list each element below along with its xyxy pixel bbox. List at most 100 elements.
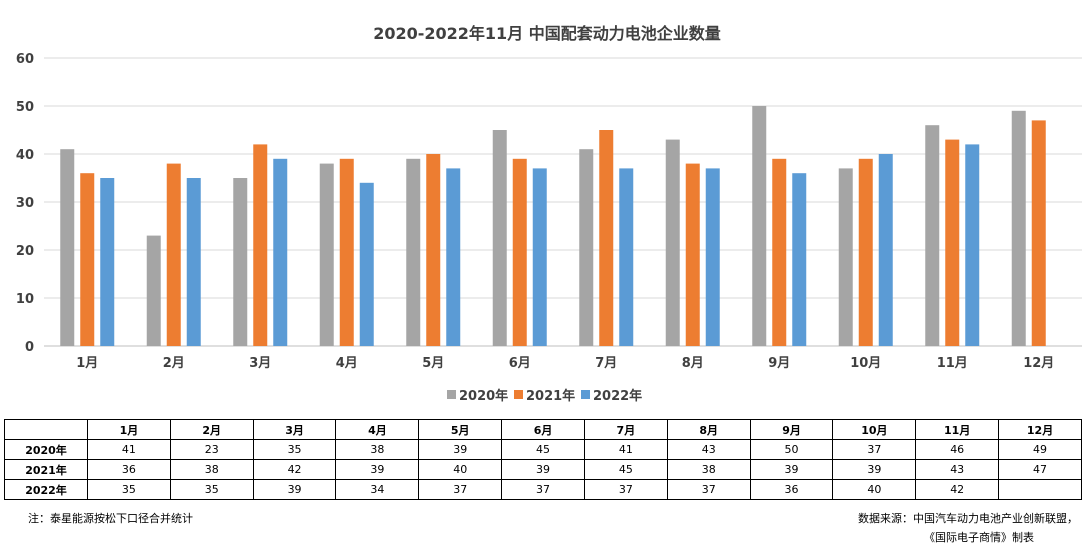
table-cell: 37 <box>666 479 751 500</box>
table-cell: 47 <box>998 459 1082 480</box>
bar-2022年-7月 <box>619 168 634 346</box>
legend: 2020年 2021年 2022年 <box>447 388 642 404</box>
table-row-header: 2022年 <box>4 479 88 500</box>
bar-2022年-5月 <box>446 168 461 346</box>
bar-2022年-4月 <box>359 182 374 346</box>
bar-2020年-11月 <box>925 125 940 346</box>
data-table: 1月 2月 3月 4月 5月 6月 7月 8月 9月 10月 11月 12月 2020年 41 23 35 3… <box>4 419 1082 500</box>
table-column-header: 9月 <box>749 419 834 440</box>
table-row: 2022年 35 35 39 34 37 37 37 37 36 40 42 <box>4 479 1082 500</box>
table-cell: 41 <box>583 439 668 460</box>
table-cell: 38 <box>169 459 254 480</box>
table-cell: 39 <box>749 459 834 480</box>
table-cell: 42 <box>252 459 337 480</box>
y-tick-label: 20 <box>16 244 34 259</box>
x-tick-label: 2月 <box>163 356 185 371</box>
table-header-row: 1月 2月 3月 4月 5月 6月 7月 8月 9月 10月 11月 12月 <box>4 419 1082 440</box>
table-column-header: 11月 <box>915 419 1000 440</box>
table-column-header: 7月 <box>583 419 668 440</box>
y-tick-label: 60 <box>16 52 34 67</box>
footnote: 注：泰星能源按松下口径合并统计 <box>28 512 193 525</box>
bar-2022年-3月 <box>273 158 288 346</box>
source-note: 数据来源：中国汽车动力电池产业创新联盟， <box>858 512 1078 525</box>
table-row-header: 2021年 <box>4 459 88 480</box>
bar-2022年-10月 <box>878 154 893 346</box>
bar-2021年-8月 <box>685 163 700 346</box>
bar-2020年-4月 <box>319 163 334 346</box>
bar-2020年-12月 <box>1011 110 1026 346</box>
table-column-header: 3月 <box>252 419 337 440</box>
table-cell: 35 <box>87 479 171 500</box>
bar-2020年-8月 <box>665 139 680 346</box>
table-cell: 49 <box>998 439 1082 460</box>
table-row: 2021年 36 38 42 39 40 39 45 38 39 39 43 47 <box>4 459 1082 480</box>
table-cell: 45 <box>583 459 668 480</box>
bars <box>60 106 1046 347</box>
legend-label: 2020年 <box>459 388 508 404</box>
bar-2021年-5月 <box>426 154 441 346</box>
x-tick-label: 9月 <box>768 356 790 371</box>
table-column-header: 4月 <box>335 419 420 440</box>
bar-2021年-12月 <box>1031 120 1046 347</box>
legend-swatch <box>514 390 523 399</box>
bar-chart: 2020-2022年11月 中国配套动力电池企业数量 0 10 20 30 40 50 60… <box>16 24 1082 404</box>
table-cell: 37 <box>832 439 917 460</box>
bar-2020年-9月 <box>752 106 767 346</box>
table-column-header: 1月 <box>87 419 171 440</box>
table-cell: 46 <box>915 439 1000 460</box>
x-tick-label: 10月 <box>850 356 881 371</box>
x-tick-label: 7月 <box>595 356 617 371</box>
x-tick-label: 12月 <box>1023 356 1054 371</box>
x-tick-label: 5月 <box>422 356 444 371</box>
table-cell: 34 <box>335 479 420 500</box>
table-cell: 36 <box>749 479 834 500</box>
bar-2020年-3月 <box>233 178 248 346</box>
bar-2020年-10月 <box>838 168 853 346</box>
table-column-header: 6月 <box>501 419 585 440</box>
y-tick-label: 40 <box>16 148 34 163</box>
legend-label: 2022年 <box>593 388 642 404</box>
table-row-header: 2020年 <box>4 439 88 460</box>
bar-2020年-6月 <box>492 130 507 346</box>
bar-2021年-6月 <box>512 158 527 346</box>
y-axis-ticks: 0 10 20 30 40 50 60 <box>16 52 34 355</box>
legend-swatch <box>581 390 590 399</box>
table-cell: 23 <box>169 439 254 460</box>
table-row: 2020年 41 23 35 38 39 45 41 43 50 37 46 49 <box>4 439 1082 460</box>
x-tick-label: 11月 <box>937 356 968 371</box>
table-cell: 50 <box>749 439 834 460</box>
x-axis-ticks: 1月 2月 3月 4月 5月 6月 7月 8月 9月 10月 11月 12月 <box>76 356 1054 371</box>
table-cell: 39 <box>335 459 420 480</box>
gridlines <box>44 57 1082 347</box>
bar-2022年-1月 <box>100 178 115 346</box>
x-tick-label: 8月 <box>682 356 704 371</box>
bar-2022年-2月 <box>186 178 201 346</box>
y-tick-label: 0 <box>25 340 34 355</box>
table-cell: 39 <box>252 479 337 500</box>
bar-2020年-5月 <box>406 158 421 346</box>
table-cell: 35 <box>252 439 337 460</box>
x-tick-label: 3月 <box>249 356 271 371</box>
table-cell: 39 <box>501 459 585 480</box>
table-cell: 39 <box>418 439 503 460</box>
table-cell: 37 <box>583 479 668 500</box>
table-column-header: 10月 <box>832 419 917 440</box>
table-column-header: 12月 <box>998 419 1082 440</box>
table-cell: 40 <box>418 459 503 480</box>
y-tick-label: 10 <box>16 292 34 307</box>
table-cell <box>998 479 1082 500</box>
legend-swatch <box>447 390 456 399</box>
bar-2020年-7月 <box>579 149 594 346</box>
table-cell: 43 <box>666 439 751 460</box>
bar-2021年-1月 <box>80 173 95 346</box>
bar-2020年-1月 <box>60 149 75 346</box>
bar-2021年-9月 <box>772 158 787 346</box>
table-cell: 43 <box>915 459 1000 480</box>
bar-2022年-6月 <box>532 168 547 346</box>
bar-2021年-2月 <box>166 163 181 346</box>
table-cell: 37 <box>418 479 503 500</box>
x-tick-label: 6月 <box>509 356 531 371</box>
table-column-header: 2月 <box>169 419 254 440</box>
table-cell: 38 <box>666 459 751 480</box>
